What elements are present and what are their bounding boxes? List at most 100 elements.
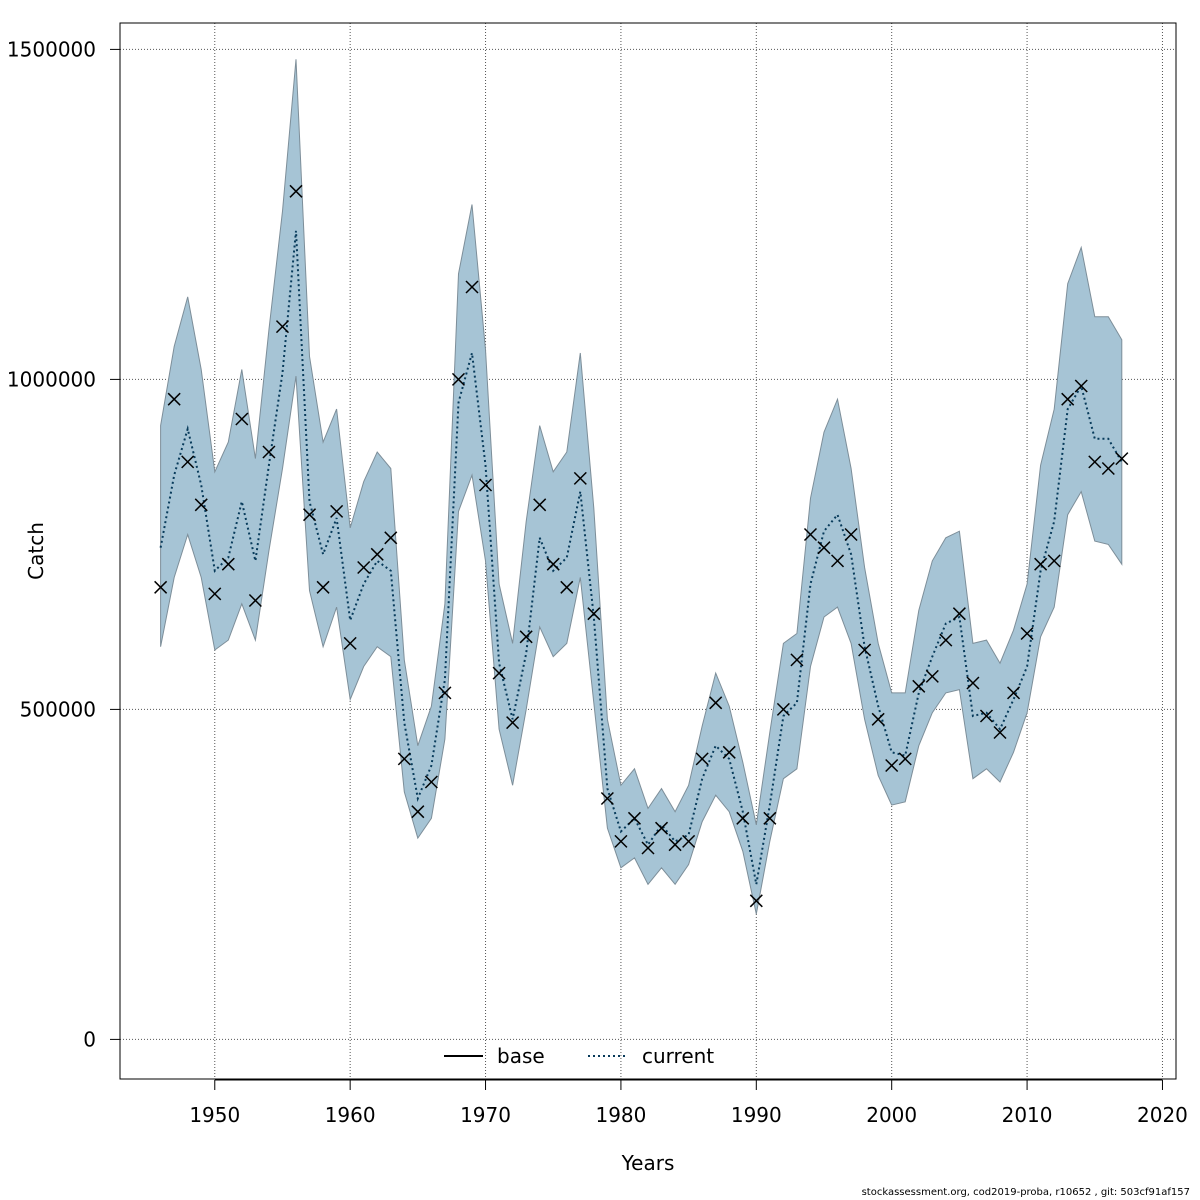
x-tick-label-1980: 1980 bbox=[595, 1103, 646, 1127]
observed-point bbox=[397, 752, 411, 766]
observed-point bbox=[952, 607, 966, 621]
footer-note: stockassessment.org, cod2019-proba, r106… bbox=[861, 1187, 1190, 1198]
observed-point-stroke-b bbox=[330, 504, 344, 518]
observed-point bbox=[235, 412, 249, 426]
observed-point bbox=[167, 392, 181, 406]
observed-point bbox=[736, 811, 750, 825]
observed-point-stroke-b bbox=[898, 752, 912, 766]
y-tick-label-500000: 500000 bbox=[20, 697, 96, 721]
observed-point bbox=[560, 580, 574, 594]
observed-point-stroke-b bbox=[506, 716, 520, 730]
observed-point bbox=[939, 633, 953, 647]
observed-point-stroke-b bbox=[492, 666, 506, 680]
y-tick-label-1000000: 1000000 bbox=[7, 367, 96, 391]
observed-point bbox=[384, 531, 398, 545]
observed-point bbox=[465, 280, 479, 294]
observed-point bbox=[1115, 452, 1129, 466]
observed-point-stroke-b bbox=[966, 676, 980, 690]
observed-point-stroke-b bbox=[790, 653, 804, 667]
observed-point bbox=[587, 607, 601, 621]
observed-point bbox=[546, 557, 560, 571]
observed-point bbox=[803, 527, 817, 542]
observed-point-stroke-b bbox=[1088, 455, 1102, 469]
x-tick-label-1990: 1990 bbox=[731, 1103, 782, 1127]
observed-point-stroke-b bbox=[763, 811, 777, 825]
observed-point bbox=[248, 593, 262, 608]
confidence-band-area bbox=[160, 59, 1123, 915]
observed-point bbox=[533, 498, 547, 512]
observed-point-stroke-b bbox=[817, 541, 831, 555]
observed-point-stroke-b bbox=[749, 894, 763, 908]
observed-point bbox=[1047, 554, 1061, 568]
observed-point bbox=[844, 527, 858, 542]
observed-point bbox=[614, 834, 628, 848]
observed-point-stroke-b bbox=[533, 498, 547, 512]
observed-point bbox=[668, 838, 682, 852]
observed-point bbox=[912, 679, 926, 693]
observed-point-stroke-b bbox=[803, 527, 817, 542]
observed-point bbox=[682, 834, 696, 848]
observed-point-stroke-b bbox=[181, 455, 195, 469]
x-tick-label-1950: 1950 bbox=[189, 1103, 240, 1127]
observed-point-stroke-b bbox=[709, 696, 723, 710]
observed-point bbox=[181, 455, 195, 469]
observed-point-stroke-b bbox=[1007, 686, 1021, 700]
observed-point-stroke-b bbox=[519, 630, 533, 644]
observed-point-stroke-b bbox=[221, 557, 235, 571]
observed-point-stroke-b bbox=[397, 752, 411, 766]
observed-point bbox=[709, 696, 723, 710]
observed-point-stroke-b bbox=[316, 580, 330, 594]
observed-point-stroke-b bbox=[303, 508, 317, 522]
observed-point-stroke-b bbox=[208, 587, 222, 601]
observed-point-stroke-b bbox=[979, 709, 993, 723]
observed-point-stroke-b bbox=[844, 527, 858, 542]
observed-point-stroke-b bbox=[479, 478, 493, 492]
observed-point bbox=[858, 643, 872, 657]
observed-point bbox=[370, 547, 384, 561]
observed-point-stroke-b bbox=[722, 745, 736, 759]
observed-point bbox=[194, 498, 208, 512]
observed-point bbox=[1020, 626, 1034, 641]
observed-point bbox=[966, 676, 980, 690]
observed-point bbox=[885, 758, 899, 773]
observed-point-stroke-b bbox=[370, 547, 384, 561]
legend: base current bbox=[444, 1044, 714, 1068]
observed-point-stroke-b bbox=[384, 531, 398, 545]
observed-point-stroke-b bbox=[357, 560, 371, 575]
observed-point-stroke-b bbox=[695, 752, 709, 766]
axes: 1950 1960 1970 1980 1990 2000 2010 2020 0 500000 1… bbox=[7, 37, 1188, 1127]
observed-point-stroke-b bbox=[465, 280, 479, 294]
observed-point-stroke-b bbox=[736, 811, 750, 825]
observed-point bbox=[993, 725, 1007, 740]
observed-point-stroke-b bbox=[438, 686, 452, 700]
observed-point-stroke-b bbox=[600, 791, 614, 806]
observed-point bbox=[303, 508, 317, 522]
observed-point-stroke-b bbox=[1020, 626, 1034, 641]
observed-point bbox=[519, 630, 533, 644]
observed-point bbox=[898, 752, 912, 766]
observed-point-stroke-b bbox=[1034, 557, 1048, 571]
observed-point bbox=[275, 320, 289, 334]
observed-point bbox=[817, 541, 831, 555]
observed-point bbox=[343, 636, 357, 650]
observed-point-stroke-b bbox=[1047, 554, 1061, 568]
y-tick-label-1500000: 1500000 bbox=[7, 37, 96, 61]
observed-point bbox=[627, 811, 641, 825]
observed-point bbox=[1061, 392, 1075, 406]
observed-point-stroke-b bbox=[248, 593, 262, 608]
observed-point-stroke-b bbox=[1074, 379, 1088, 393]
observed-point bbox=[221, 557, 235, 571]
observed-point bbox=[655, 821, 669, 835]
observed-point-stroke-b bbox=[641, 841, 655, 855]
observed-point-stroke-b bbox=[289, 184, 303, 198]
observed-point-stroke-b bbox=[627, 811, 641, 825]
observed-point-stroke-b bbox=[167, 392, 181, 406]
observed-point-stroke-b bbox=[1101, 461, 1115, 476]
observed-point bbox=[776, 702, 790, 716]
observed-point bbox=[695, 752, 709, 766]
observed-point-stroke-b bbox=[194, 498, 208, 512]
observed-point-stroke-b bbox=[939, 633, 953, 647]
x-tick-label-1960: 1960 bbox=[325, 1103, 376, 1127]
observed-point-stroke-b bbox=[885, 758, 899, 773]
